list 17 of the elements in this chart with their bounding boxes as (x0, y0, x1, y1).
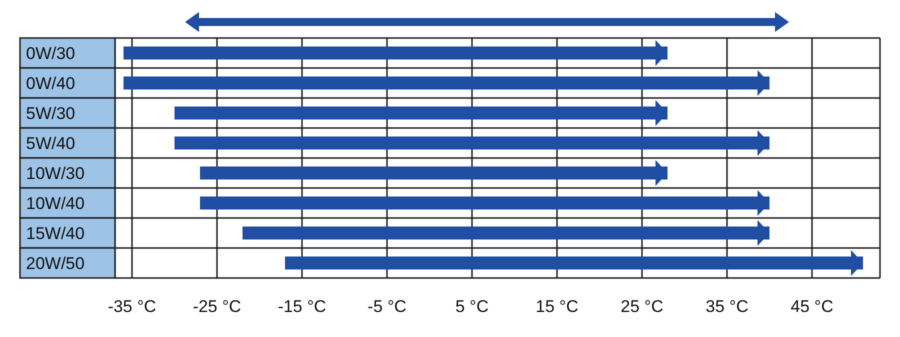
x-tick-label: 5 °C (455, 297, 489, 316)
x-tick-label: -15 °C (278, 297, 326, 316)
x-tick-label: -5 °C (368, 297, 406, 316)
y-tick-label: 5W/30 (26, 104, 76, 123)
x-tick-label: 35 °C (706, 297, 748, 316)
x-tick-label: -25 °C (192, 297, 242, 316)
x-tick-label: 15 °C (536, 297, 578, 316)
x-tick-label: 25 °C (620, 297, 664, 316)
y-tick-label: 0W/40 (26, 74, 76, 93)
y-tick-label: 10W/40 (26, 194, 85, 213)
y-tick-label: 0W/30 (26, 44, 76, 63)
y-tick-label: 5W/40 (26, 134, 76, 153)
x-tick-label: 45 °C (790, 297, 834, 316)
y-tick-label: 15W/40 (26, 224, 85, 243)
y-tick-label: 10W/30 (26, 164, 85, 183)
y-tick-label: 20W/50 (26, 254, 85, 273)
x-tick-label: -35 °C (108, 297, 156, 316)
